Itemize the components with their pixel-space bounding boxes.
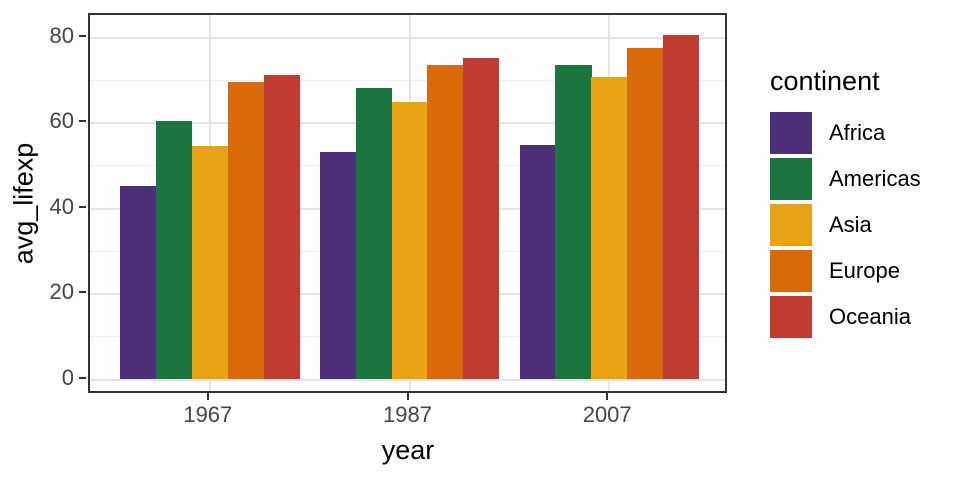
legend-label-americas: Americas — [829, 166, 921, 191]
bar-africa-1967 — [120, 185, 157, 380]
legend-swatch-europe — [770, 250, 812, 292]
y-tick-label-80: 80 — [49, 22, 74, 48]
bar-americas-2007 — [555, 64, 592, 380]
legend-item-europe: Europe — [770, 250, 955, 292]
bar-americas-1967 — [156, 121, 193, 380]
legend-title: continent — [770, 66, 880, 96]
legend-label-europe: Europe — [829, 258, 900, 283]
bar-europe-2007 — [627, 47, 664, 380]
x-tick-label-1987: 1987 — [383, 402, 432, 427]
legend-item-africa: Africa — [770, 112, 955, 154]
bar-oceania-1967 — [263, 74, 300, 380]
y-tick-label-60: 60 — [49, 108, 74, 133]
x-tick-mark-1987 — [406, 393, 409, 400]
y-tick-mark-20 — [79, 291, 86, 293]
x-tick-mark-2007 — [606, 393, 609, 400]
x-tick-label-2007: 2007 — [582, 402, 632, 427]
y-tick-mark-80 — [79, 34, 86, 37]
legend: continent Africa Americas Asia Europe Oceani… — [770, 66, 955, 342]
legend-item-asia: Asia — [770, 204, 955, 246]
legend-items: Africa Americas Asia Europe Oceania — [770, 112, 955, 338]
legend-swatch-americas — [770, 158, 812, 200]
bar-asia-2007 — [591, 77, 628, 380]
legend-swatch-asia — [770, 204, 812, 246]
y-tick-mark-0 — [79, 376, 86, 379]
legend-swatch-oceania — [770, 296, 812, 338]
legend-item-oceania: Oceania — [770, 296, 955, 338]
legend-label-asia: Asia — [829, 212, 872, 237]
y-tick-label-40: 40 — [49, 193, 74, 219]
bar-asia-1987 — [391, 102, 428, 380]
bar-europe-1987 — [427, 64, 464, 380]
bar-asia-1967 — [191, 145, 229, 380]
plot-panel — [88, 13, 727, 393]
y-tick-mark-40 — [79, 205, 86, 208]
bar-africa-1987 — [320, 151, 357, 380]
gridline-major-0 — [90, 378, 725, 381]
gridline-major-80 — [90, 36, 725, 39]
legend-swatch-africa — [770, 112, 812, 154]
bar-europe-1967 — [227, 81, 264, 380]
y-tick-label-0: 0 — [61, 364, 74, 390]
x-axis-title: year — [381, 435, 435, 465]
bar-americas-1987 — [355, 88, 393, 380]
legend-label-africa: Africa — [829, 120, 886, 145]
bar-oceania-1987 — [463, 57, 500, 380]
y-tick-label-20: 20 — [49, 279, 74, 304]
y-tick-mark-60 — [79, 120, 86, 122]
x-tick-label-1967: 1967 — [183, 402, 233, 427]
x-tick-mark-1967 — [206, 393, 209, 400]
bar-africa-2007 — [519, 145, 556, 380]
legend-label-oceania: Oceania — [829, 304, 911, 329]
legend-item-americas: Americas — [770, 158, 955, 200]
gridline-minor-70 — [90, 79, 725, 81]
bar-oceania-2007 — [662, 34, 700, 380]
